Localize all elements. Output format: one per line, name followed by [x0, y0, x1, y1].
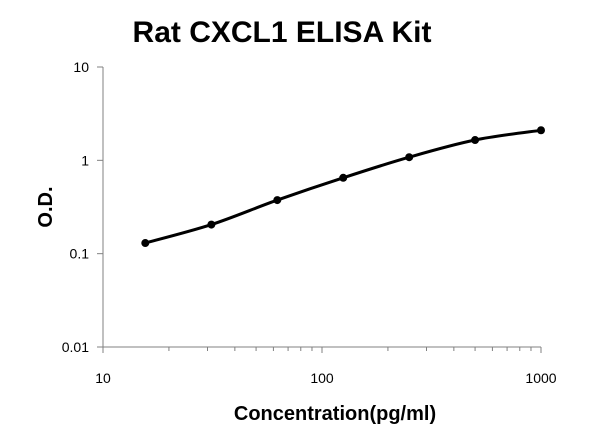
data-point: [273, 196, 282, 205]
data-point: [471, 136, 480, 145]
y-tick-label: 0.01: [62, 339, 89, 355]
y-tick-label: 10: [73, 59, 89, 75]
data-point: [339, 173, 348, 182]
x-axis-label: Concentration(pg/ml): [234, 403, 436, 425]
y-tick-label: 1: [81, 152, 89, 168]
x-tick-label: 1000: [525, 370, 556, 386]
chart-title: Rat CXCL1 ELISA Kit: [133, 16, 432, 49]
series-line: [143, 128, 543, 245]
data-point: [405, 153, 414, 162]
y-axis-label: O.D.: [35, 186, 57, 227]
series-layer: [141, 126, 545, 248]
x-tick-label: 10: [95, 370, 111, 386]
data-point: [141, 239, 150, 248]
axes: 0.01 0.1 1 10 10 100 1000: [62, 59, 557, 386]
x-tick-label: 100: [310, 370, 334, 386]
data-point: [537, 126, 545, 135]
data-point: [207, 220, 216, 229]
y-tick-label: 0.1: [70, 246, 90, 262]
